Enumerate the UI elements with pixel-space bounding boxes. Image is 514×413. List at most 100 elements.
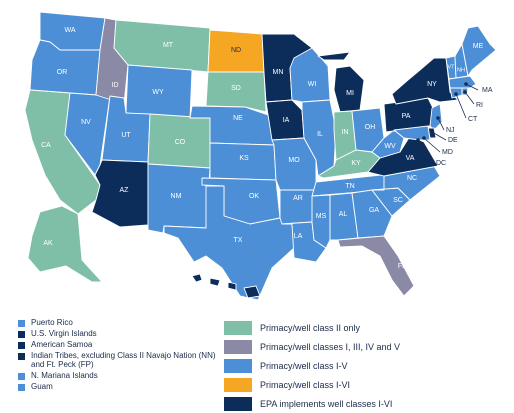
label-fl: FL [398,263,406,270]
state-labels: WA OR CA NV ID MT WY UT AZ CO NM ND SD N… [41,27,483,270]
class-swatch [224,339,252,354]
label-la: LA [294,233,303,240]
class-label: Primacy/well classes I, III, IV and V [260,341,401,352]
label-mn: MN [273,69,284,76]
label-in: IN [342,129,349,136]
label-sd: SD [231,85,241,92]
label-ak: AK [43,240,53,247]
state-shapes [24,11,497,301]
class-legend-row: Primacy/well class I-V [224,356,504,375]
state-ma[interactable] [448,75,477,89]
label-sc: SC [393,197,403,204]
class-label: Primacy/well class I-V [260,360,348,371]
label-ks: KS [239,155,249,162]
label-ut: UT [121,132,131,139]
territory-label: American Samoa [31,340,93,349]
label-wa: WA [64,27,75,34]
class-label: Primacy/well class II only [260,322,361,333]
label-co: CO [175,139,186,146]
state-nc[interactable] [371,165,441,201]
territory-row: Puerto Rico [18,318,218,327]
label-mi: MI [346,90,354,97]
us-map: WA OR CA NV ID MT WY UT AZ CO NM ND SD N… [24,11,497,301]
territory-row: Indian Tribes, excluding Class II Navajo… [18,351,218,369]
small-state-markers [416,82,479,163]
label-ma: MA [482,87,493,94]
label-nj: NJ [446,127,455,134]
class-swatch [224,377,252,392]
class-legend-row: Primacy/well class I-VI [224,375,504,394]
label-wv: WV [384,143,396,150]
label-id: ID [112,82,119,89]
territory-row: Guam [18,382,218,391]
state-va[interactable] [367,135,439,177]
class-label: EPA implements well classes I-VI [260,398,393,409]
territory-swatch [18,331,25,338]
territory-label: Puerto Rico [31,318,73,327]
dc-marker [416,138,420,142]
class-legend-row: EPA implements well classes I-VI [224,394,504,413]
label-wi: WI [308,81,317,88]
class-swatch [224,320,252,335]
state-ms[interactable] [311,194,331,249]
label-wy: WY [152,89,164,96]
label-ga: GA [369,207,379,214]
label-ia: IA [283,117,290,124]
territories-legend: Puerto Rico U.S. Virgin Islands American… [18,318,218,393]
state-ga[interactable] [351,189,393,239]
territory-row: U.S. Virgin Islands [18,329,218,338]
label-nh: NH [457,67,465,73]
territory-swatch [18,373,25,380]
state-ny[interactable] [391,57,459,105]
label-al: AL [339,211,348,218]
territory-swatch [18,353,25,360]
label-ny: NY [427,81,437,88]
label-ms: MS [316,213,327,220]
callout-labels: MA RI CT NJ DE MD DC [436,87,493,167]
label-il: IL [317,131,323,138]
territory-swatch [18,320,25,327]
label-mt: MT [163,42,174,49]
label-md: MD [442,149,453,156]
territory-label: Guam [31,382,53,391]
label-pa: PA [402,113,411,120]
territory-label: N. Mariana Islands [31,371,98,380]
label-ri: RI [476,102,483,109]
label-dc: DC [436,160,446,167]
label-mo: MO [288,157,300,164]
label-ok: OK [249,193,259,200]
label-ct: CT [468,116,478,123]
territory-swatch [18,384,25,391]
state-ak[interactable] [27,205,103,283]
state-nj[interactable] [429,103,443,131]
label-ar: AR [293,195,303,202]
label-vt: VT [447,64,455,70]
label-nm: NM [171,193,182,200]
label-nc: NC [407,175,417,182]
label-ne: NE [233,115,243,122]
state-hi[interactable] [191,273,261,299]
class-swatch [224,358,252,373]
label-ky: KY [351,160,361,167]
territory-label: U.S. Virgin Islands [31,329,97,338]
label-va: VA [406,155,415,162]
label-me: ME [473,43,484,50]
class-swatch [224,396,252,411]
class-legend-row: Primacy/well classes I, III, IV and V [224,337,504,356]
territory-label: Indian Tribes, excluding Class II Navajo… [31,351,216,369]
label-tx: TX [234,237,243,244]
territory-swatch [18,342,25,349]
class-legend: Primacy/well class II only Primacy/well … [224,318,504,413]
state-fl[interactable] [337,235,415,297]
label-nv: NV [81,119,91,126]
label-az: AZ [120,187,130,194]
territory-row: American Samoa [18,340,218,349]
state-md[interactable] [393,125,431,141]
state-sd[interactable] [205,71,267,113]
class-legend-row: Primacy/well class II only [224,318,504,337]
label-or: OR [57,69,68,76]
state-me[interactable] [461,25,497,77]
class-label: Primacy/well class I-VI [260,379,351,390]
label-de: DE [448,137,458,144]
territory-row: N. Mariana Islands [18,371,218,380]
